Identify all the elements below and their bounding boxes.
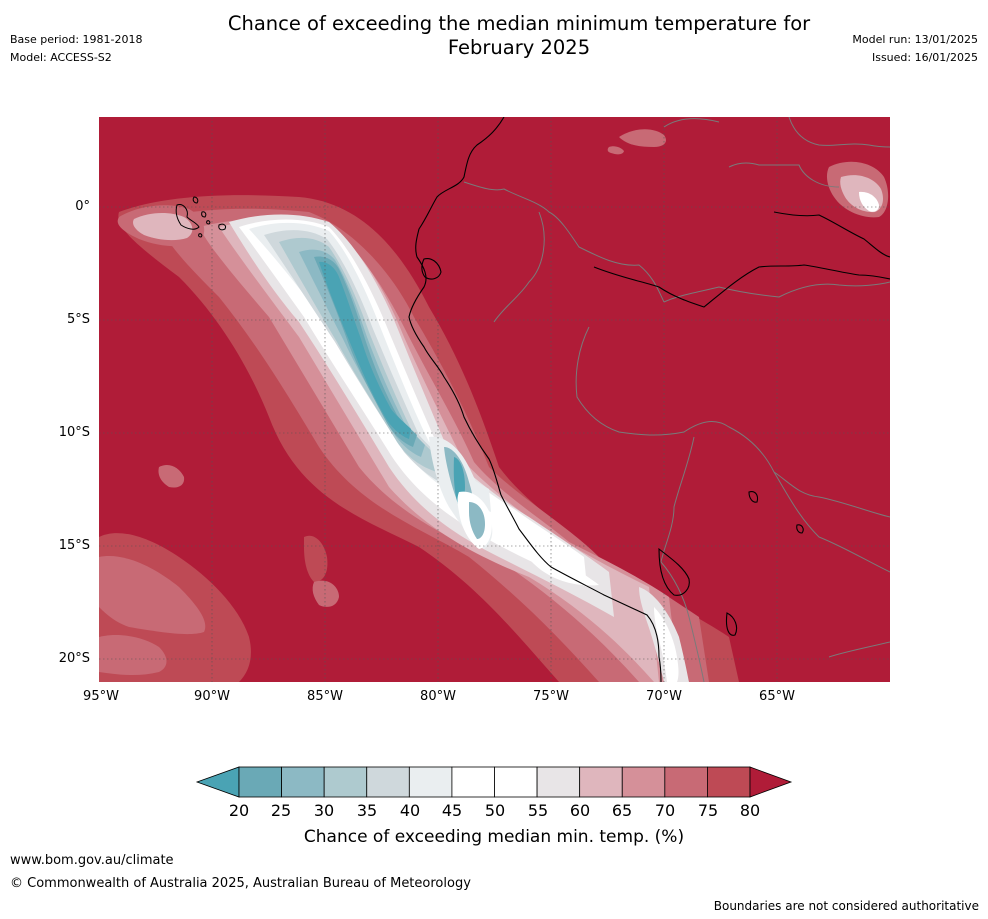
colorbar-tick-30: 30 — [313, 801, 335, 820]
colorbar-cell-70-75 — [664, 766, 708, 798]
colorbar-tick-70: 70 — [654, 801, 676, 820]
forecast-map — [99, 116, 891, 683]
colorbar-cell-40-45 — [408, 766, 453, 798]
forecast-info-left: Base period: 1981-2018 Model: ACCESS-S2 — [10, 31, 142, 67]
base-period: Base period: 1981-2018 — [10, 33, 143, 46]
model-run: Model run: 13/01/2025 — [852, 33, 978, 46]
probability-contours-coastal — [118, 195, 739, 682]
lon-label-80w: 80°W — [420, 689, 456, 704]
model-name: Model: ACCESS-S2 — [10, 51, 112, 64]
lon-label-95w: 95°W — [83, 689, 119, 704]
colorbar-tick-75: 75 — [697, 801, 719, 820]
colorbar-tick-45: 45 — [441, 801, 463, 820]
copyright-notice: © Commonwealth of Australia 2025, Austra… — [10, 876, 471, 891]
coastlines — [408, 116, 891, 683]
forecast-info-right: Model run: 13/01/2025 Issued: 16/01/2025 — [852, 31, 978, 67]
galapagos-islands — [175, 196, 226, 238]
colorbar-tick-50: 50 — [484, 801, 506, 820]
issued-date: Issued: 16/01/2025 — [871, 51, 978, 64]
probability-contours-southwest — [99, 465, 339, 682]
colorbar-tick-55: 55 — [527, 801, 549, 820]
colorbar — [195, 766, 793, 798]
country-borders — [463, 116, 891, 683]
colorbar-tick-80: 80 — [739, 801, 761, 820]
colorbar-cell-50-55 — [494, 766, 538, 798]
colorbar-cell-55-60 — [536, 766, 581, 798]
colorbar-cell-45-50 — [451, 766, 495, 798]
map-panel — [99, 116, 891, 683]
lat-label-10s: 10°S — [58, 425, 90, 440]
lon-label-65w: 65°W — [759, 689, 795, 704]
colorbar-low-arrow — [195, 766, 240, 798]
colorbar-cell-20-25 — [238, 766, 282, 798]
lon-label-70w: 70°W — [646, 689, 682, 704]
colorbar-cell-75-80 — [707, 766, 751, 798]
lon-label-85w: 85°W — [307, 689, 343, 704]
colorbar-tick-60: 60 — [569, 801, 591, 820]
lat-label-20s: 20°S — [58, 651, 90, 666]
colorbar-title: Chance of exceeding median min. temp. (%… — [303, 827, 685, 847]
colorbar-tick-35: 35 — [356, 801, 378, 820]
colorbar-cell-60-65 — [579, 766, 623, 798]
boundaries-disclaimer: Boundaries are not considered authoritat… — [713, 899, 979, 913]
title-line-2: February 2025 — [447, 36, 591, 59]
probability-contours-northeast — [607, 129, 889, 218]
colorbar-tick-65: 65 — [611, 801, 633, 820]
colorbar-tick-20: 20 — [228, 801, 250, 820]
lat-label-0: 0° — [75, 199, 90, 214]
map-title: Chance of exceeding the median minimum t… — [0, 12, 988, 60]
colorbar-tick-25: 25 — [270, 801, 292, 820]
lat-label-5s: 5°S — [66, 312, 90, 327]
lon-label-90w: 90°W — [194, 689, 230, 704]
colorbar-tick-40: 40 — [399, 801, 421, 820]
colorbar-cell-65-70 — [621, 766, 666, 798]
colorbar-cells — [238, 766, 751, 798]
lon-label-75w: 75°W — [533, 689, 569, 704]
colorbar-cell-25-30 — [281, 766, 325, 798]
title-line-1: Chance of exceeding the median minimum t… — [227, 12, 811, 35]
probability-contours-galapagos — [117, 205, 205, 247]
colorbar-cell-30-35 — [323, 766, 368, 798]
colorbar-high-arrow — [749, 766, 793, 798]
bom-climate-link[interactable]: www.bom.gov.au/climate — [10, 853, 174, 868]
lat-label-15s: 15°S — [58, 538, 90, 553]
colorbar-cell-35-40 — [366, 766, 410, 798]
